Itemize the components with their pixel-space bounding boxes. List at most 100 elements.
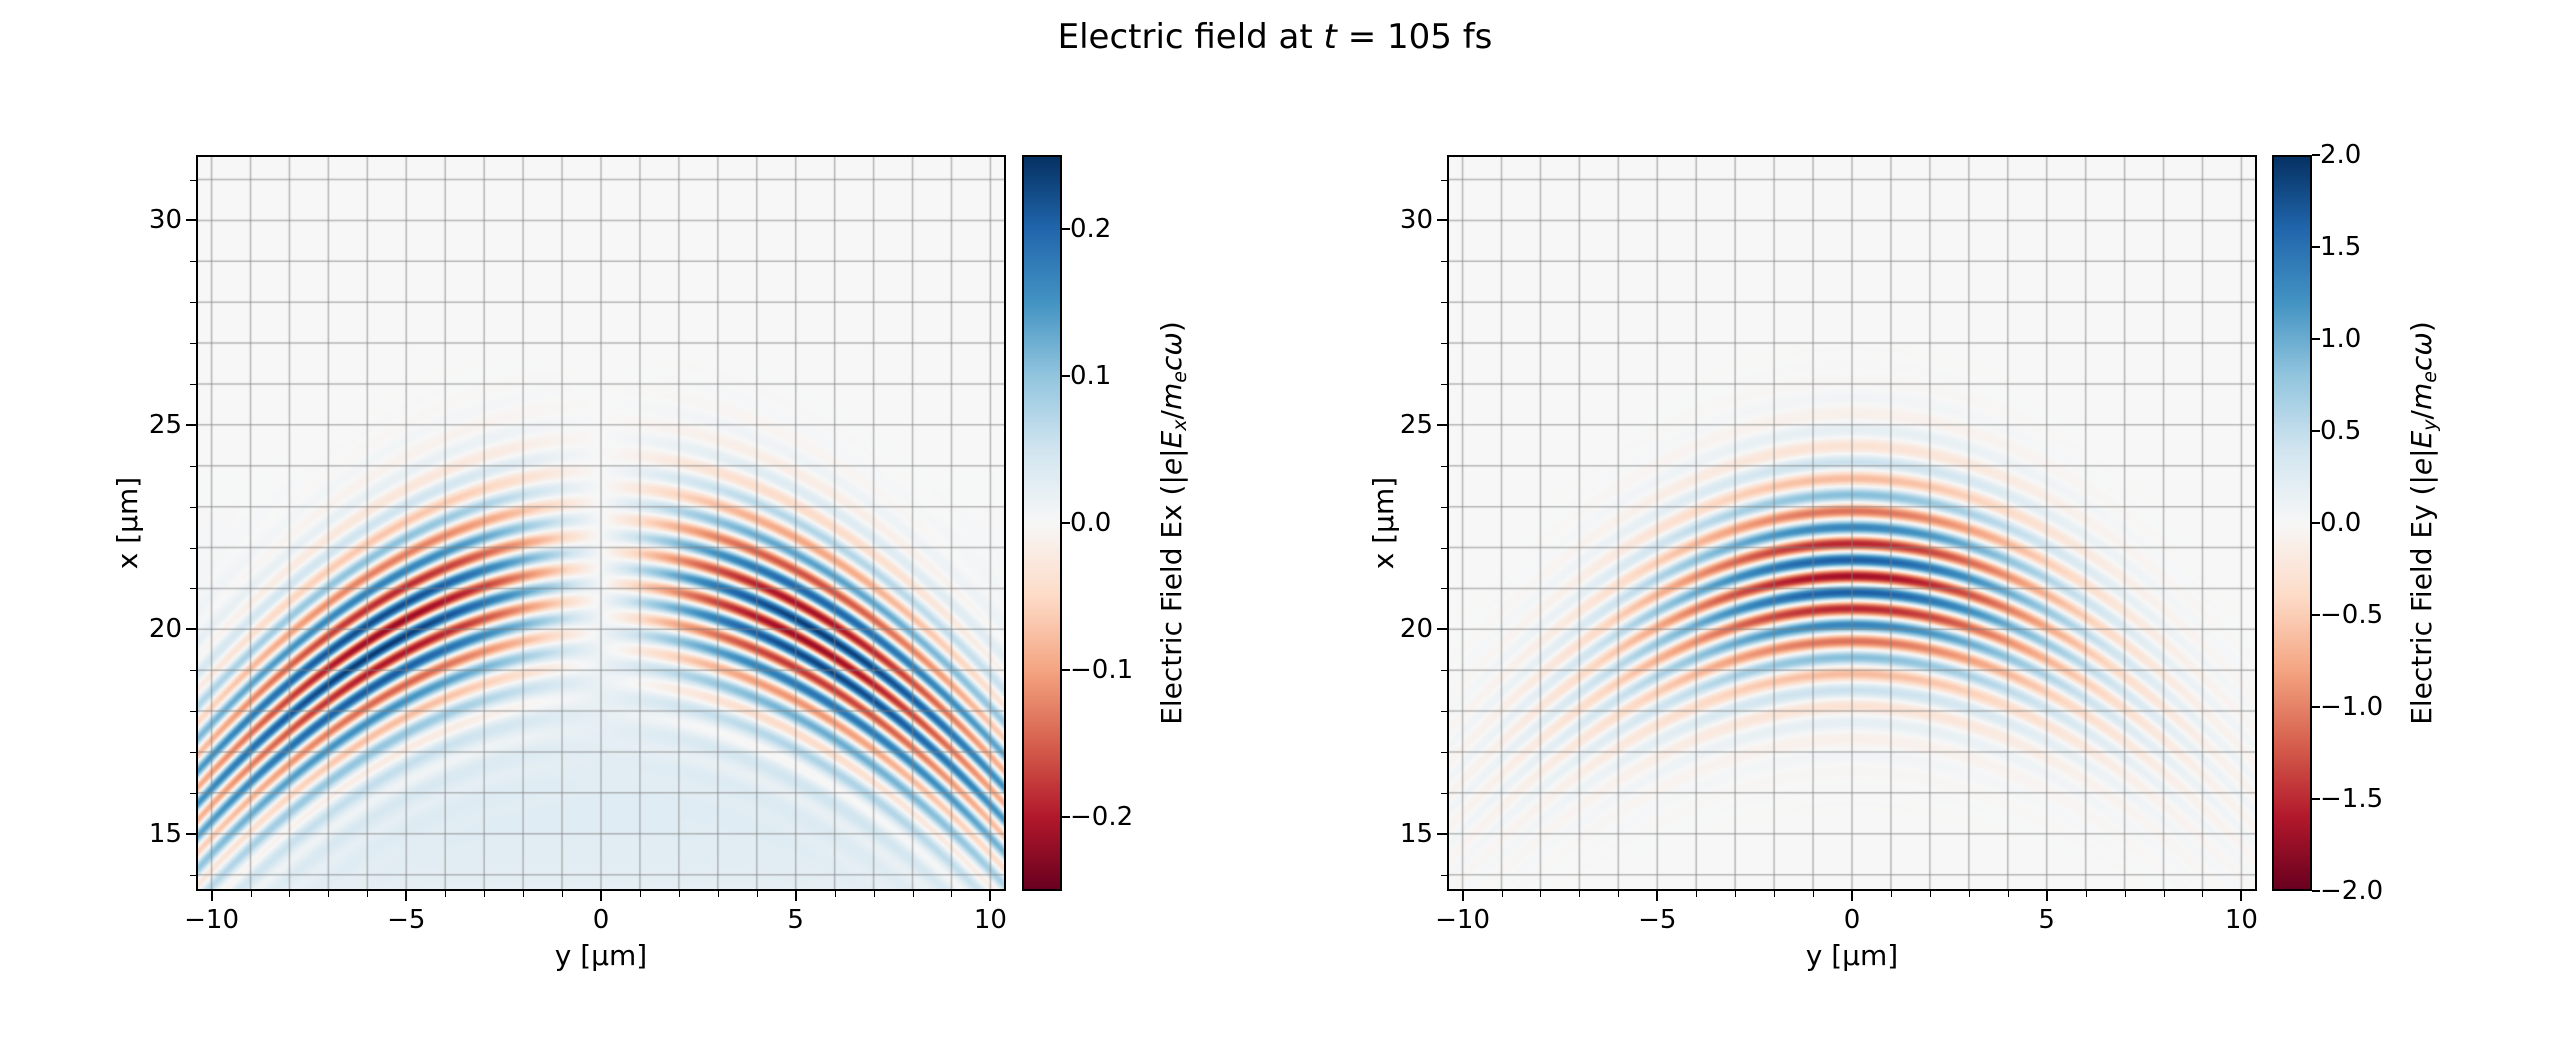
y-minor-tick (1441, 261, 1447, 263)
y-minor-tick (190, 547, 196, 549)
x-minor-tick (367, 891, 369, 897)
y-tick (186, 219, 196, 222)
x-minor-tick (834, 891, 836, 897)
x-tick-label: 0 (592, 905, 610, 935)
y-tick-label: 20 (148, 614, 182, 645)
y-minor-tick (190, 465, 196, 467)
colorbar-tick (2312, 154, 2320, 156)
x-minor-tick (1890, 891, 1892, 897)
colorbar-label-part: | (2405, 475, 2438, 485)
heatmap-ex (196, 155, 1006, 891)
x-tick (210, 891, 213, 901)
colorbar-tick-label: −0.2 (1070, 802, 1134, 833)
y-minor-tick (190, 343, 196, 345)
y-minor-tick (1441, 792, 1447, 794)
x-tick-label: 10 (2224, 905, 2258, 935)
x-axis-label-right: y [μm] (1805, 939, 1899, 972)
y-minor-tick (190, 179, 196, 181)
y-minor-tick (1441, 506, 1447, 508)
x-tick (2045, 891, 2048, 901)
colorbar-label-part: m (2405, 382, 2438, 410)
x-minor-tick (1774, 891, 1776, 897)
figure-title-part: t (1323, 17, 1337, 57)
y-minor-tick (190, 383, 196, 385)
colorbar-axis-label: Electric Field Ex (|e|Ex/mecω) (1154, 155, 1191, 891)
x-minor-tick (2163, 891, 2165, 897)
y-minor-tick (1441, 343, 1447, 345)
colorbar-label-part: ω (2405, 332, 2438, 356)
y-minor-tick (190, 670, 196, 672)
colorbar-label-part: e (1168, 371, 1191, 383)
colorbar-label-part: c (2405, 355, 2438, 371)
x-tick-label: −10 (1435, 905, 1490, 935)
y-tick (186, 628, 196, 631)
x-axis-label-left: y [μm] (554, 939, 648, 972)
x-minor-tick (2007, 891, 2009, 897)
y-minor-tick (1441, 547, 1447, 549)
x-minor-tick (1929, 891, 1931, 897)
y-tick-label: 30 (1399, 205, 1433, 236)
y-minor-tick (1441, 179, 1447, 181)
x-minor-tick (756, 891, 758, 897)
colorbar-tick-label: 0.0 (2320, 508, 2362, 538)
y-minor-tick (190, 506, 196, 508)
x-tick (989, 891, 992, 901)
colorbar-label-part: | (1155, 475, 1188, 485)
x-minor-tick (1813, 891, 1815, 897)
y-minor-tick (1441, 383, 1447, 385)
x-minor-tick (523, 891, 525, 897)
colorbar-label-part: c (1155, 355, 1188, 371)
colorbar-tick (2312, 430, 2320, 432)
colorbar-tick-label: −0.5 (2320, 600, 2384, 630)
x-minor-tick (2202, 891, 2204, 897)
colorbar-tick (1062, 669, 1070, 672)
x-tick (600, 891, 602, 901)
colorbar-tick (2312, 246, 2320, 248)
colorbar-label-part: y (2418, 419, 2441, 431)
colorbar-ex-gradient (1022, 155, 1062, 891)
x-minor-tick (717, 891, 719, 897)
y-tick-label: 15 (148, 818, 182, 849)
colorbar-label-part: E (2405, 430, 2438, 449)
colorbar-tick-label: 0.1 (1070, 360, 1112, 391)
x-minor-tick (1579, 891, 1581, 897)
y-tick-label: 30 (148, 205, 182, 236)
colorbar-tick (2312, 522, 2320, 524)
x-tick (2240, 891, 2243, 901)
x-minor-tick (2124, 891, 2126, 897)
y-minor-tick (190, 302, 196, 304)
x-tick-label: 5 (787, 905, 804, 935)
colorbar-tick-label: 0.0 (1070, 508, 1112, 538)
colorbar-tick-label: −2.0 (2320, 876, 2384, 906)
colorbar-label-part: E (1155, 430, 1188, 449)
colorbar-tick-label: −1.0 (2320, 692, 2384, 722)
colorbar-tick (2312, 338, 2320, 340)
x-tick (794, 891, 797, 901)
y-tick-label: 25 (1399, 409, 1433, 440)
y-tick-label: 20 (1399, 614, 1433, 645)
figure-title-part: = 105 fs (1336, 17, 1493, 57)
colorbar-tick-label: −0.1 (1070, 655, 1134, 686)
colorbar-ey-gradient (2272, 155, 2312, 891)
x-minor-tick (2085, 891, 2087, 897)
figure-title-part: Electric field at (1057, 17, 1324, 57)
x-minor-tick (639, 891, 641, 897)
colorbar-label-part: e (2405, 457, 2438, 476)
y-tick (186, 832, 196, 835)
x-tick-label: −5 (1638, 905, 1677, 935)
x-minor-tick (1696, 891, 1698, 897)
x-minor-tick (873, 891, 875, 897)
colorbar-tick-label: −1.5 (2320, 784, 2384, 814)
colorbar-tick (2312, 614, 2320, 616)
colorbar-label-part: ω (1155, 332, 1188, 356)
x-tick (1656, 891, 1659, 901)
y-minor-tick (1441, 751, 1447, 753)
colorbar-tick (1062, 816, 1070, 819)
y-tick (1437, 423, 1447, 426)
x-tick-label: −5 (387, 905, 426, 935)
x-minor-tick (250, 891, 252, 897)
x-minor-tick (1618, 891, 1620, 897)
colorbar-tick (2312, 798, 2320, 800)
x-minor-tick (445, 891, 447, 897)
colorbar-tick (2312, 890, 2320, 892)
